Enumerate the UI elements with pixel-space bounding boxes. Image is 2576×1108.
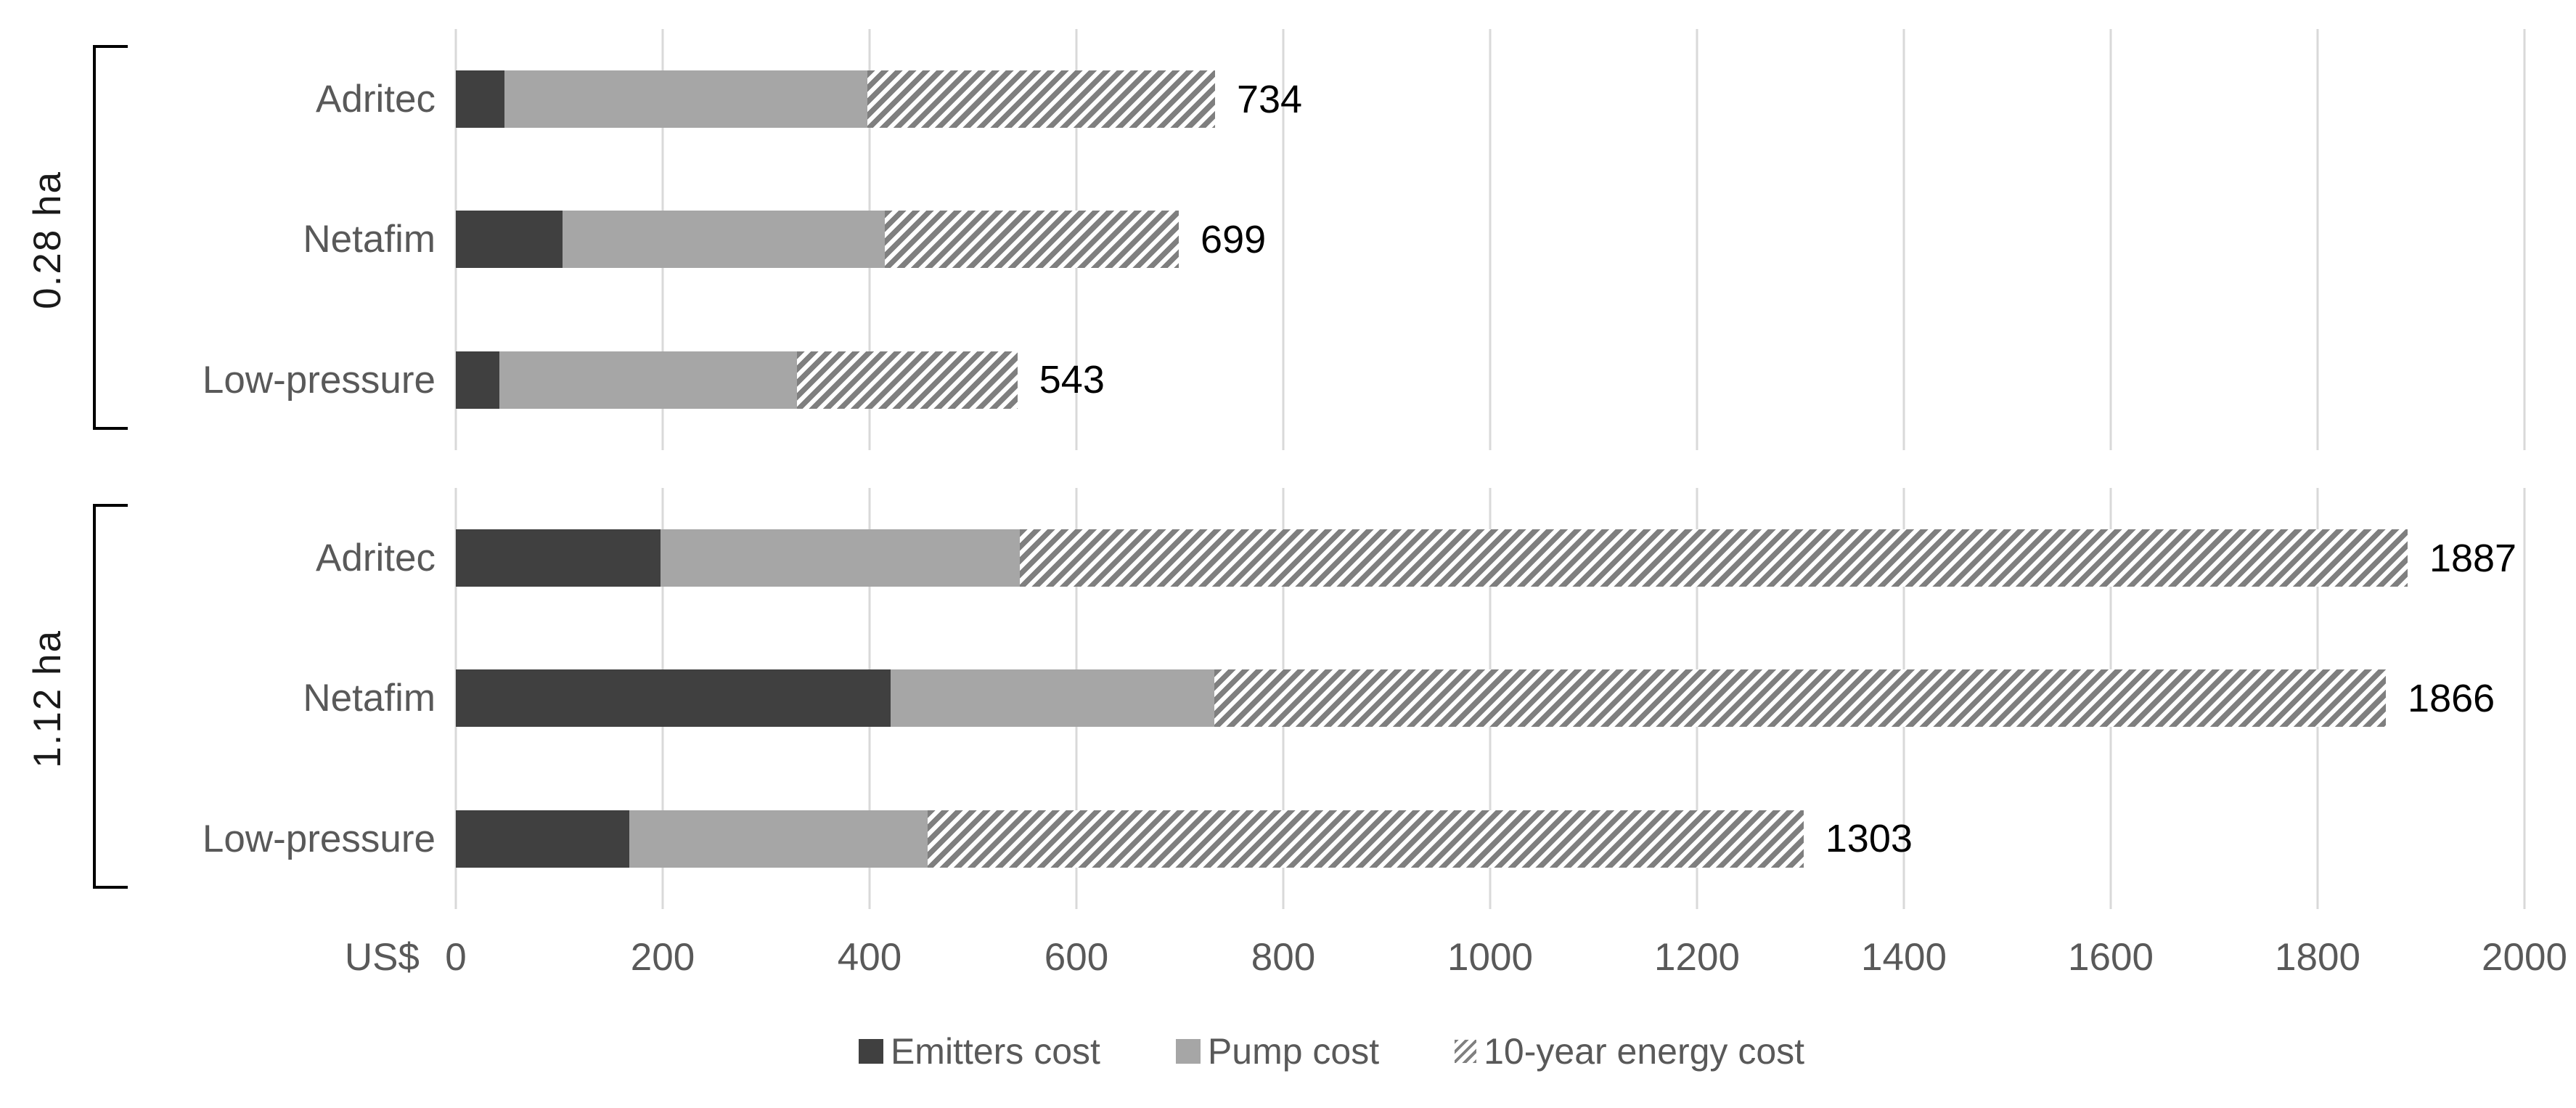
legend-swatch-emitters	[858, 1039, 883, 1064]
gridline	[2109, 29, 2112, 450]
category-label: Netafim	[0, 169, 436, 309]
bar-segment-energy	[927, 810, 1804, 868]
category-label-text: Netafim	[303, 677, 436, 720]
axis-tick-label: 1800	[2275, 936, 2360, 979]
axis-tick-label: 1600	[2068, 936, 2154, 979]
legend-swatch-pump	[1175, 1039, 1201, 1064]
bar-total-label: 699	[1201, 217, 1267, 261]
category-label-text: Low-pressure	[202, 817, 436, 860]
category-label: Low-pressure	[0, 769, 436, 909]
legend-item-emitters: Emitters cost	[858, 1030, 1100, 1072]
category-label: Low-pressure	[0, 310, 436, 450]
legend-label: Pump cost	[1207, 1031, 1380, 1072]
axis-tick-label: 2000	[2482, 936, 2567, 979]
stacked-bar: 734	[456, 70, 2524, 128]
panel-group-1-12ha: 1.12 ha Adritec Netafim Low-pressure 1887 186…	[0, 488, 2576, 909]
bar-segment-energy	[1214, 669, 2387, 728]
gridline	[1902, 29, 1905, 450]
axis-tick-label: 1400	[1861, 936, 1947, 979]
category-label-text: Adritec	[316, 78, 436, 121]
category-label: Netafim	[0, 628, 436, 768]
bar-segment-emitters	[456, 211, 563, 269]
bar-segment-pump	[890, 669, 1214, 728]
plot-area: 1887 1866 1303	[454, 488, 2526, 909]
bar-total-label: 543	[1039, 358, 1105, 402]
bar-row: 543	[456, 310, 2524, 450]
axis-tick-label: 800	[1251, 936, 1316, 979]
bar-segment-energy	[885, 211, 1179, 269]
bar-segment-emitters	[456, 351, 499, 409]
bar-total-label: 1866	[2408, 676, 2495, 720]
gridline	[2523, 29, 2526, 450]
legend: Emitters cost Pump cost 10-year energy cos…	[0, 1015, 2576, 1088]
gridline	[2523, 488, 2526, 909]
bar-segment-pump	[504, 70, 868, 128]
axis-tick-label: 600	[1044, 936, 1109, 979]
x-axis: US$ 0 200 400 600 800 1000 1200 1400 1600 1800 200…	[345, 935, 2567, 986]
stacked-bar: 1303	[456, 810, 2524, 868]
bar-total-label: 1887	[2429, 536, 2517, 580]
bar-segment-emitters	[456, 529, 661, 587]
group-bracket	[93, 45, 128, 430]
legend-item-pump: Pump cost	[1175, 1030, 1380, 1072]
bar-total-label: 734	[1236, 77, 1303, 121]
stacked-bar: 543	[456, 351, 2524, 409]
bar-segment-energy	[1019, 529, 2408, 587]
panel-group-0-28ha: 0.28 ha Adritec Netafim Low-pressure 734 699 5…	[0, 29, 2576, 450]
bar-segment-pump	[562, 211, 886, 269]
axis-tick-label: 1000	[1447, 936, 1533, 979]
gridline	[2316, 29, 2319, 450]
stacked-bar: 1866	[456, 669, 2524, 728]
axis-tick-label: 1200	[1654, 936, 1740, 979]
bar-row: 1866	[456, 628, 2524, 768]
bar-row: 1887	[456, 488, 2524, 628]
bar-row: 699	[456, 169, 2524, 309]
bar-segment-pump	[629, 810, 928, 868]
category-label-text: Netafim	[303, 218, 436, 261]
category-label-text: Adritec	[316, 537, 436, 579]
axis-tick-label: 400	[837, 936, 902, 979]
bar-segment-pump	[499, 351, 798, 409]
bar-segment-energy	[797, 351, 1018, 409]
legend-label: 10-year energy cost	[1484, 1031, 1805, 1072]
category-label-text: Low-pressure	[202, 358, 436, 402]
bar-row: 1303	[456, 769, 2524, 909]
stacked-bar: 1887	[456, 529, 2524, 587]
plot-area: 734 699 543	[454, 29, 2526, 450]
bar-total-label: 1303	[1825, 817, 1913, 861]
axis-tick-label: 200	[630, 936, 695, 979]
gridline	[1696, 29, 1698, 450]
category-label: Adritec	[0, 488, 436, 628]
bar-segment-emitters	[456, 669, 891, 728]
bar-segment-pump	[661, 529, 1020, 587]
legend-label: Emitters cost	[890, 1031, 1100, 1072]
legend-swatch-energy	[1455, 1040, 1477, 1063]
gridline	[1489, 29, 1492, 450]
category-label: Adritec	[0, 29, 436, 169]
axis-tick-label: 0	[445, 936, 467, 979]
bar-row: 734	[456, 29, 2524, 169]
axis-unit-label: US$	[344, 936, 420, 979]
bar-segment-energy	[867, 70, 1215, 128]
bar-segment-emitters	[456, 810, 630, 868]
legend-item-energy: 10-year energy cost	[1455, 1030, 1804, 1072]
stacked-bar: 699	[456, 211, 2524, 269]
gridline	[1282, 29, 1285, 450]
bar-segment-emitters	[456, 70, 504, 128]
group-bracket	[93, 504, 128, 889]
